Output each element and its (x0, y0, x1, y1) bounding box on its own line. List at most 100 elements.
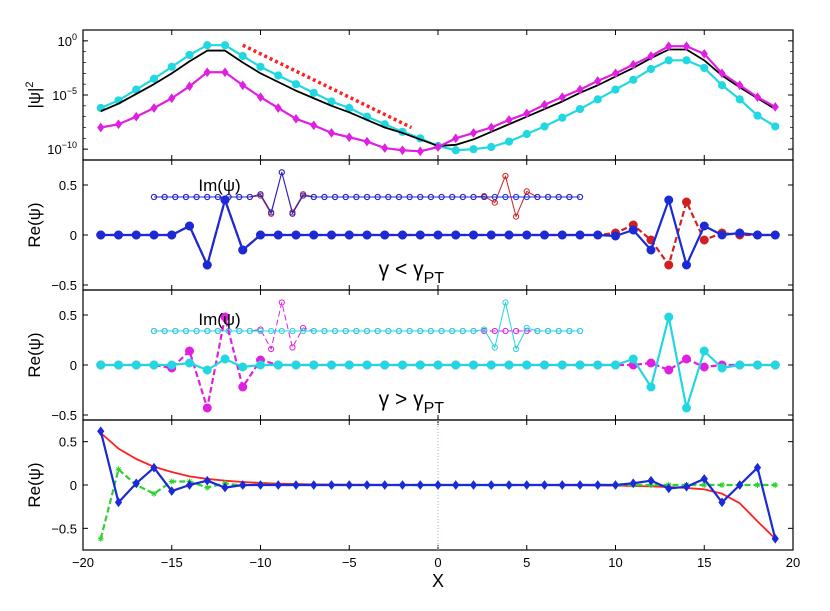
y-tick-label: −0.5 (51, 408, 77, 423)
panel-3: 0.5 0 −0.5 Re(ψ) Im(ψ) γ > γPT (25, 289, 794, 423)
series-group (96, 299, 780, 413)
data-point (629, 75, 638, 84)
data-point (664, 56, 673, 65)
data-point (699, 362, 709, 372)
inset-point (406, 193, 413, 201)
data-point (274, 103, 282, 113)
data-point (611, 231, 620, 241)
data-point (185, 81, 194, 92)
inset-point (204, 193, 211, 201)
data-point (575, 360, 585, 370)
inset-point (161, 327, 168, 335)
data-point (97, 426, 105, 437)
inset-point (278, 169, 285, 176)
data-point (664, 195, 674, 205)
data-point (416, 146, 424, 157)
data-point (149, 360, 159, 370)
inset-point (268, 209, 275, 216)
inset-point (438, 193, 445, 201)
x-axis-label: X (432, 571, 444, 591)
data-point (345, 480, 353, 490)
inset-point (300, 327, 307, 335)
data-point (203, 41, 212, 50)
inset-point (449, 193, 456, 201)
data-point (150, 462, 158, 473)
data-point (150, 103, 158, 113)
gamma-annotation: γ < γPT (379, 258, 445, 287)
data-point (327, 480, 336, 490)
data-point (540, 99, 549, 110)
inset-point (513, 213, 520, 220)
y-tick-label: 0.5 (59, 435, 77, 450)
data-point (682, 354, 691, 364)
data-point (309, 88, 318, 97)
data-point (221, 482, 229, 493)
data-point (451, 146, 460, 155)
data-point (628, 354, 638, 364)
data-point (718, 68, 726, 79)
inset-point (576, 327, 584, 335)
data-point (682, 481, 691, 492)
data-point (594, 480, 602, 490)
data-point (220, 195, 230, 205)
data-point (770, 230, 780, 240)
series-black (100, 48, 776, 147)
data-point (381, 143, 389, 153)
data-point (149, 74, 159, 83)
x-tick-label: 20 (786, 555, 800, 570)
inset-point (342, 193, 349, 201)
data-point (682, 41, 691, 52)
data-point (504, 230, 514, 240)
data-point (575, 104, 585, 114)
data-point (701, 482, 708, 488)
data-point (699, 221, 709, 231)
data-point (486, 230, 496, 240)
data-point (398, 360, 407, 370)
inset-point (385, 193, 392, 201)
data-point (522, 230, 532, 240)
inset-point (459, 327, 466, 335)
data-point (168, 478, 175, 485)
data-point (611, 480, 620, 490)
inset-point (385, 327, 392, 335)
inset-point (310, 193, 317, 201)
inset-point (491, 344, 498, 351)
inset-point (449, 327, 456, 335)
y-tick-label: 100 (58, 32, 77, 49)
inset-point (491, 327, 498, 335)
inset-point (555, 193, 562, 201)
x-tick-label: −10 (249, 555, 271, 570)
data-point (363, 480, 371, 490)
data-point (256, 360, 265, 370)
x-tick-label: −5 (342, 555, 357, 570)
data-point (753, 462, 762, 473)
inset-point (214, 193, 221, 201)
data-point (452, 480, 460, 490)
x-tick-label: −15 (161, 555, 183, 570)
data-point (469, 230, 478, 240)
data-point (167, 230, 177, 240)
data-point (646, 358, 656, 368)
data-point (629, 59, 637, 70)
data-point (238, 362, 248, 372)
inset-point (278, 299, 285, 306)
data-point (523, 108, 531, 119)
inset-point (331, 327, 339, 335)
data-point (451, 360, 461, 370)
inset-point (481, 326, 488, 333)
data-point (96, 230, 106, 240)
data-point (735, 360, 745, 370)
data-point (327, 230, 336, 240)
data-point (682, 403, 691, 413)
data-point (628, 225, 638, 235)
data-point (540, 360, 549, 370)
data-point (557, 230, 567, 240)
data-point (452, 133, 460, 144)
panel-2: 0.5 0 −0.5 Re(ψ) Im(ψ) γ < γPT (25, 159, 794, 293)
inset-point (289, 344, 296, 351)
inset-point (417, 193, 424, 201)
data-point (203, 67, 211, 78)
inset-point (576, 193, 584, 201)
inset-series-line (154, 302, 580, 350)
